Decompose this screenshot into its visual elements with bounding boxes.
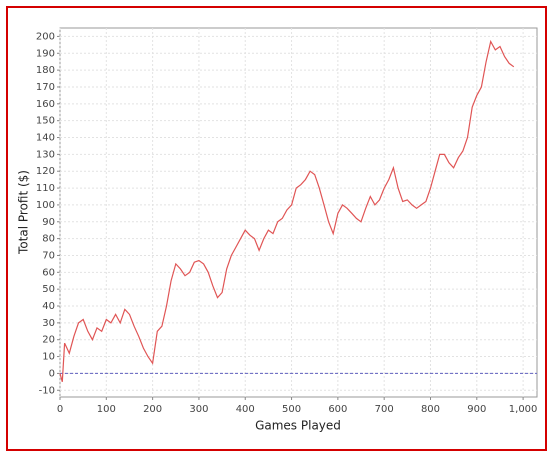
y-tick-label: 30 [42, 318, 55, 329]
y-tick-label: 80 [42, 234, 55, 245]
x-tick-label: 1,000 [509, 404, 538, 415]
plot-area [59, 27, 538, 398]
y-tick-label: 70 [42, 250, 55, 261]
y-tick-label: 50 [42, 284, 55, 295]
x-tick-label: 500 [282, 404, 301, 415]
y-tick-label: 100 [36, 200, 55, 211]
y-tick-label: 200 [36, 31, 55, 42]
y-tick-label: 0 [49, 368, 55, 379]
y-tick-label: 130 [36, 149, 55, 160]
x-tick-label: 400 [236, 404, 255, 415]
x-tick-label: 600 [328, 404, 347, 415]
x-tick-label: 100 [97, 404, 116, 415]
y-tick-label: 140 [36, 133, 55, 144]
data-line [59, 39, 515, 382]
x-tick-label: 0 [57, 404, 63, 415]
y-tick-label: -10 [39, 385, 55, 396]
x-tick-label: 700 [375, 404, 394, 415]
y-tick-label: 170 [36, 82, 55, 93]
y-tick-label: 40 [42, 301, 55, 312]
y-axis-title: Total Profit ($) [17, 170, 31, 255]
x-tick-label: 900 [467, 404, 486, 415]
x-tick-label: 300 [189, 404, 208, 415]
y-tick-label: 90 [42, 217, 55, 228]
y-tick-label: 110 [36, 183, 55, 194]
frame [6, 6, 547, 451]
y-tick-label: 20 [42, 335, 55, 346]
y-tick-label: 120 [36, 166, 55, 177]
y-tick-label: 150 [36, 116, 55, 127]
y-tick-label: 160 [36, 99, 55, 110]
y-tick-label: 10 [42, 352, 55, 363]
x-tick-label: 200 [143, 404, 162, 415]
y-tick-label: 60 [42, 267, 55, 278]
x-tick-label: 800 [421, 404, 440, 415]
x-axis-title: Games Played [255, 419, 341, 433]
y-tick-label: 190 [36, 48, 55, 59]
y-tick-label: 180 [36, 65, 55, 76]
